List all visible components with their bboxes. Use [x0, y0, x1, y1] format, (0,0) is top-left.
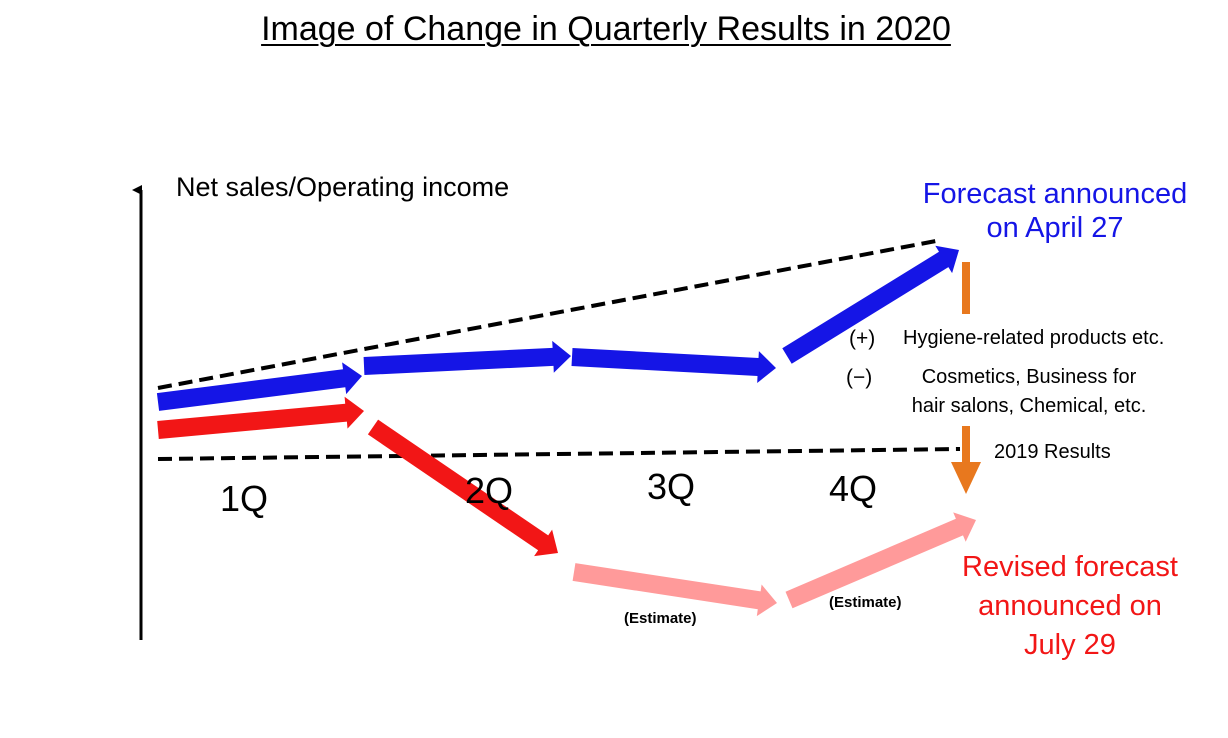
- april-forecast-arrow-3q: [571, 348, 776, 383]
- estimate-label-4q: (Estimate): [829, 594, 902, 611]
- decline-arrow-segment-top: [962, 262, 970, 314]
- april-forecast-label: Forecast announced on April 27: [880, 177, 1228, 245]
- estimate-label-3q: (Estimate): [624, 610, 697, 627]
- results-2019-dashed-line: [157, 447, 961, 461]
- decline-arrow-head: [951, 462, 981, 494]
- july-forecast-arrow-1q: [157, 396, 364, 439]
- forecast-trend-dashed-line: [157, 239, 937, 390]
- july-forecast-path: [157, 396, 976, 617]
- july-forecast-label-line-2: announced on: [978, 590, 1162, 622]
- july-forecast-label: Revised forecast announced on July 29: [920, 548, 1220, 665]
- april-forecast-arrow-4q: [782, 245, 959, 364]
- minus-factor-line-1: Cosmetics, Business for: [921, 366, 1137, 388]
- quarter-label-3q: 3Q: [646, 466, 696, 507]
- april-forecast-path: [156, 245, 959, 411]
- quarter-label-1q: 1Q: [219, 478, 269, 519]
- decline-arrow-segment-bottom: [962, 426, 970, 468]
- minus-factor-text: Cosmetics, Business for hair salons, Che…: [898, 363, 1160, 421]
- plus-factor-text: Hygiene-related products etc.: [903, 327, 1165, 349]
- july-forecast-label-line-1: Revised forecast: [962, 551, 1178, 583]
- minus-factor-sign: (−): [846, 366, 873, 389]
- july-forecast-label-line-3: July 29: [1024, 629, 1116, 661]
- minus-factor-line-2: hair salons, Chemical, etc.: [911, 395, 1147, 417]
- decline-arrow: [951, 262, 981, 494]
- quarter-label-2q: 2Q: [464, 470, 514, 511]
- april-forecast-label-line-2: on April 27: [986, 212, 1124, 244]
- april-forecast-label-line-1: Forecast announced: [922, 178, 1188, 210]
- april-forecast-arrow-2q: [363, 340, 571, 375]
- quarter-label-4q: 4Q: [828, 468, 878, 509]
- plus-factor-sign: (+): [849, 327, 876, 350]
- results-2019-label: 2019 Results: [994, 441, 1111, 463]
- april-forecast-arrow-1q: [156, 362, 362, 411]
- july-forecast-arrow-3q-estimate: [572, 563, 777, 617]
- july-forecast-arrow-2q: [367, 419, 558, 557]
- july-forecast-arrow-4q-estimate: [785, 512, 976, 609]
- y-axis-label: Net sales/Operating income: [176, 172, 510, 202]
- page-title: Image of Change in Quarterly Results in …: [261, 10, 951, 48]
